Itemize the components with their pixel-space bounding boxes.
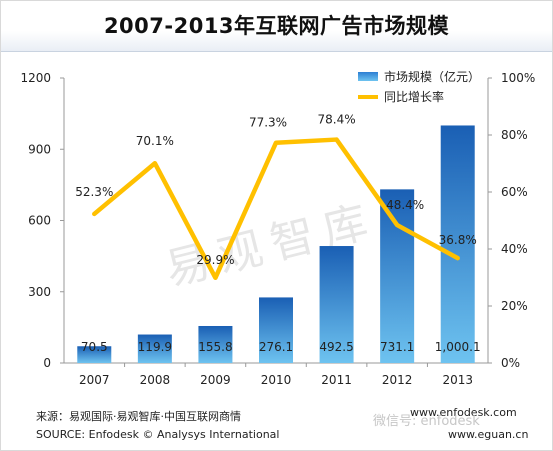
url-eguan: www.eguan.cn — [448, 428, 529, 441]
bar-2012 — [380, 189, 415, 363]
bar-value-label: 276.1 — [259, 340, 293, 354]
x-tick-label: 2007 — [79, 373, 110, 387]
bar-2013 — [440, 125, 475, 363]
x-tick-label: 2009 — [200, 373, 231, 387]
bar-2008 — [137, 334, 172, 363]
bar-2007 — [77, 346, 112, 363]
line-value-label: 48.4% — [386, 198, 424, 212]
bar-2010 — [259, 297, 293, 363]
y-tick-label-left: 1200 — [20, 71, 51, 85]
bar-value-label: 731.1 — [380, 340, 414, 354]
x-tick-label: 2012 — [382, 373, 413, 387]
x-tick-label: 2008 — [140, 373, 171, 387]
chart-title: 2007-2013年互联网广告市场规模 — [103, 14, 450, 38]
y-tick-label-left: 600 — [28, 214, 51, 228]
legend-bar-label: 市场规模（亿元） — [384, 69, 480, 84]
bar-value-label: 119.9 — [138, 340, 172, 354]
line-value-label: 77.3% — [249, 116, 287, 130]
y-tick-label-left: 0 — [43, 356, 51, 370]
legend-line-label: 同比增长率 — [384, 89, 444, 104]
url-enfodesk: www.enfodesk.com — [410, 406, 517, 419]
y-tick-label-left: 900 — [28, 142, 51, 156]
legend-bar-swatch — [358, 72, 378, 81]
y-tick-label-right: 40% — [501, 242, 528, 256]
source-cn: 来源：易观国际·易观智库·中国互联网商情 — [36, 410, 241, 423]
x-tick-label: 2011 — [321, 373, 352, 387]
y-tick-label-right: 20% — [501, 299, 528, 313]
y-tick-label-left: 300 — [28, 285, 51, 299]
line-value-label: 70.1% — [136, 134, 174, 148]
bar-value-label: 70.5 — [81, 340, 108, 354]
line-value-label: 29.9% — [196, 253, 234, 267]
line-value-label: 36.8% — [439, 233, 477, 247]
bar-2009 — [198, 325, 233, 363]
y-tick-label-right: 60% — [501, 185, 528, 199]
title-band — [1, 1, 552, 52]
y-tick-label-right: 100% — [501, 71, 535, 85]
line-value-label: 78.4% — [318, 113, 356, 127]
line-value-label: 52.3% — [75, 185, 113, 199]
y-tick-label-right: 80% — [501, 128, 528, 142]
bar-value-label: 492.5 — [319, 340, 353, 354]
source-en: SOURCE: Enfodesk © Analysys Internationa… — [36, 428, 280, 441]
wechat-watermark: 微信号: enfodesk — [373, 414, 480, 429]
x-tick-label: 2013 — [442, 373, 473, 387]
bar-value-label: 155.8 — [198, 340, 232, 354]
bar-value-label: 1,000.1 — [435, 340, 481, 354]
growth-rate-line — [92, 137, 460, 281]
x-tick-label: 2010 — [261, 373, 292, 387]
y-tick-label-right: 0% — [501, 356, 520, 370]
bar-2011 — [319, 246, 354, 363]
